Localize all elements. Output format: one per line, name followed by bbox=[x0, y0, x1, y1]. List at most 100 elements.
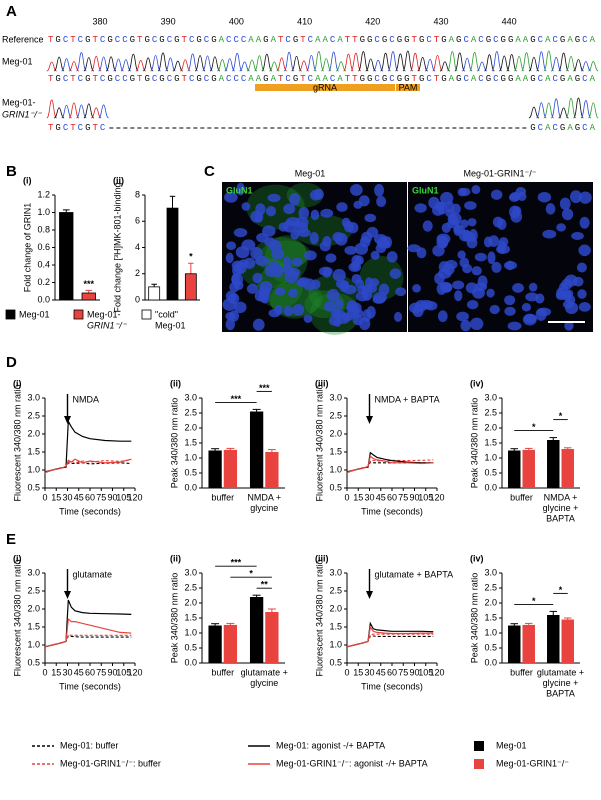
nucleus bbox=[254, 290, 264, 302]
chromatogram-peak bbox=[558, 107, 569, 119]
nucleus bbox=[564, 321, 574, 331]
x-tick-label: 0 bbox=[42, 667, 47, 677]
chromatogram-peak bbox=[573, 97, 584, 119]
chromatogram-peak bbox=[387, 51, 399, 72]
chromatogram-peak bbox=[224, 58, 235, 72]
y-tick-label: 0 bbox=[135, 294, 140, 304]
y-tick-label: 1.0 bbox=[27, 639, 40, 649]
nucleus bbox=[472, 287, 485, 299]
chromatogram-peak bbox=[172, 60, 183, 72]
grna-bar bbox=[255, 84, 395, 91]
nucleus bbox=[283, 220, 296, 233]
y-tick-label: 0.0 bbox=[184, 657, 197, 667]
y-tick-label: 1.5 bbox=[184, 612, 197, 622]
bar bbox=[81, 292, 96, 301]
nucleus bbox=[470, 317, 484, 331]
series-line bbox=[346, 633, 434, 648]
y-tick-label: 2.0 bbox=[329, 428, 342, 438]
chromatogram-peak bbox=[298, 60, 310, 72]
chromatogram-peak bbox=[402, 50, 414, 72]
y-tick-label: 0.5 bbox=[484, 642, 497, 652]
x-tick-label: 120 bbox=[429, 492, 444, 502]
y-tick-label: 1.5 bbox=[27, 446, 40, 456]
significance: * bbox=[559, 411, 563, 421]
x-tick-label: 45 bbox=[376, 667, 386, 677]
x-axis-label: Time (seconds) bbox=[59, 681, 121, 691]
significance: * bbox=[249, 569, 253, 579]
nucleus bbox=[464, 201, 477, 210]
significance: *** bbox=[231, 394, 242, 404]
legend-label: Meg-01: buffer bbox=[60, 740, 118, 750]
y-tick-label: 0.8 bbox=[37, 224, 50, 234]
annotation: NMDA + BAPTA bbox=[375, 394, 440, 404]
chromatogram-peak bbox=[105, 56, 117, 72]
nucleus bbox=[347, 222, 359, 234]
annotation-arrowhead bbox=[64, 416, 71, 424]
nucleus bbox=[298, 206, 310, 220]
annotation-arrowhead bbox=[366, 591, 373, 599]
nucleus bbox=[319, 241, 331, 252]
y-tick-label: 0.0 bbox=[184, 482, 197, 492]
chromatogram-peak bbox=[543, 102, 554, 119]
legend-label: Meg-01 bbox=[496, 740, 527, 750]
y-tick-label: 2.0 bbox=[27, 428, 40, 438]
nucleus bbox=[325, 253, 337, 263]
chromatogram-peak bbox=[409, 52, 421, 72]
y-axis-label: Fluorescent 340/380 nm ratio bbox=[12, 384, 22, 501]
nucleus bbox=[282, 256, 292, 268]
nucleus bbox=[497, 218, 507, 230]
y-tick-label: 0.0 bbox=[484, 657, 497, 667]
nucleus bbox=[225, 252, 234, 264]
chromatogram-peak bbox=[135, 60, 146, 72]
chromatogram-peak bbox=[380, 52, 391, 72]
chromatogram-peak bbox=[194, 55, 206, 72]
nucleus bbox=[352, 314, 364, 326]
nucleus bbox=[344, 245, 358, 255]
x-tick-label: 75 bbox=[398, 667, 408, 677]
x-tick-label: NMDA + bbox=[247, 492, 281, 502]
image-title: Meg-01-GRIN1⁻/⁻ bbox=[463, 168, 536, 178]
y-axis-label: Fold change [³H]MK-801-binding bbox=[112, 182, 122, 312]
bar bbox=[249, 411, 264, 488]
nucleus bbox=[259, 280, 273, 293]
nucleus bbox=[226, 241, 237, 251]
nucleus bbox=[572, 276, 584, 287]
chromatogram-peak bbox=[461, 57, 473, 72]
nucleus bbox=[267, 193, 281, 203]
panel-sublabel: (iv) bbox=[470, 553, 484, 563]
chromatogram-peak bbox=[269, 61, 280, 72]
x-tick-label: 60 bbox=[85, 492, 95, 502]
significance: * bbox=[559, 585, 563, 595]
chromatogram-peak bbox=[128, 53, 139, 72]
position-label: 400 bbox=[229, 16, 244, 26]
chromatogram-peak bbox=[469, 51, 480, 72]
nucleus bbox=[571, 231, 584, 240]
chromatogram-peak bbox=[306, 54, 317, 72]
x-axis-label: Time (seconds) bbox=[361, 681, 423, 691]
chromatogram-peak bbox=[357, 51, 369, 72]
nucleus bbox=[376, 195, 387, 208]
nucleus bbox=[420, 299, 434, 310]
significance: *** bbox=[83, 279, 94, 289]
y-tick-label: 2.5 bbox=[27, 410, 40, 420]
grna-label: gRNA bbox=[313, 82, 337, 92]
x-axis-label: Time (seconds) bbox=[59, 506, 121, 516]
bar bbox=[208, 625, 222, 663]
x-tick-label: 60 bbox=[85, 667, 95, 677]
nucleus bbox=[437, 310, 448, 323]
x-tick-label: 90 bbox=[107, 667, 117, 677]
chromatogram-peak bbox=[187, 53, 198, 72]
nucleus bbox=[310, 209, 320, 221]
bar bbox=[508, 450, 521, 488]
nucleus bbox=[537, 191, 552, 203]
pam-bar bbox=[396, 84, 420, 91]
nucleus bbox=[578, 302, 591, 312]
panel-sublabel: (ii) bbox=[113, 175, 124, 185]
y-tick-label: 1.0 bbox=[484, 452, 497, 462]
nucleus bbox=[351, 254, 362, 267]
panel-sublabel: (i) bbox=[13, 553, 22, 563]
nucleus bbox=[579, 216, 590, 229]
panel-letter: A bbox=[6, 3, 17, 20]
